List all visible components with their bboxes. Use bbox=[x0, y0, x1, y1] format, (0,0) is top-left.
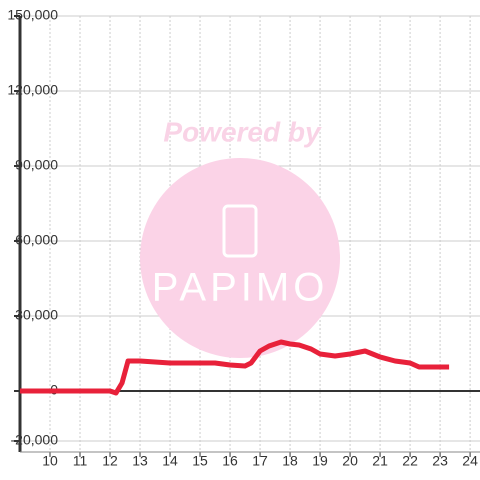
y-tick-label: 120,000 bbox=[7, 82, 58, 98]
x-tick-label: 18 bbox=[282, 453, 298, 469]
y-tick-label: 150,000 bbox=[7, 7, 58, 23]
y-tick-label: -20,000 bbox=[11, 432, 59, 448]
x-tick-label: 19 bbox=[312, 453, 328, 469]
x-tick-label: 24 bbox=[462, 453, 478, 469]
watermark-icon bbox=[222, 204, 258, 258]
x-tick-label: 20 bbox=[342, 453, 358, 469]
x-tick-label: 16 bbox=[222, 453, 238, 469]
watermark-text: Powered by bbox=[163, 116, 322, 147]
line bbox=[20, 339, 450, 396]
x-tick-label: 10 bbox=[42, 453, 58, 469]
y-tick-label: 90,000 bbox=[15, 157, 58, 173]
y-tick-label: 60,000 bbox=[15, 232, 58, 248]
x-tick-label: 13 bbox=[132, 453, 148, 469]
x-tick-label: 11 bbox=[73, 453, 88, 469]
x-tick-label: 14 bbox=[162, 453, 178, 469]
watermark-circle bbox=[140, 158, 340, 358]
x-tick-label: 21 bbox=[372, 453, 388, 469]
x-tick-label: 12 bbox=[102, 453, 118, 469]
watermark-text: PAPIMO bbox=[152, 266, 329, 310]
x-tick-label: 23 bbox=[432, 453, 448, 469]
x-tick-label: 22 bbox=[402, 453, 418, 469]
y-tick-label: 30,000 bbox=[15, 307, 58, 323]
plot: -20,000030,00060,00090,000120,000150,000… bbox=[7, 7, 478, 469]
x-tick-label: 15 bbox=[192, 453, 208, 469]
x-tick-label: 17 bbox=[252, 453, 268, 469]
